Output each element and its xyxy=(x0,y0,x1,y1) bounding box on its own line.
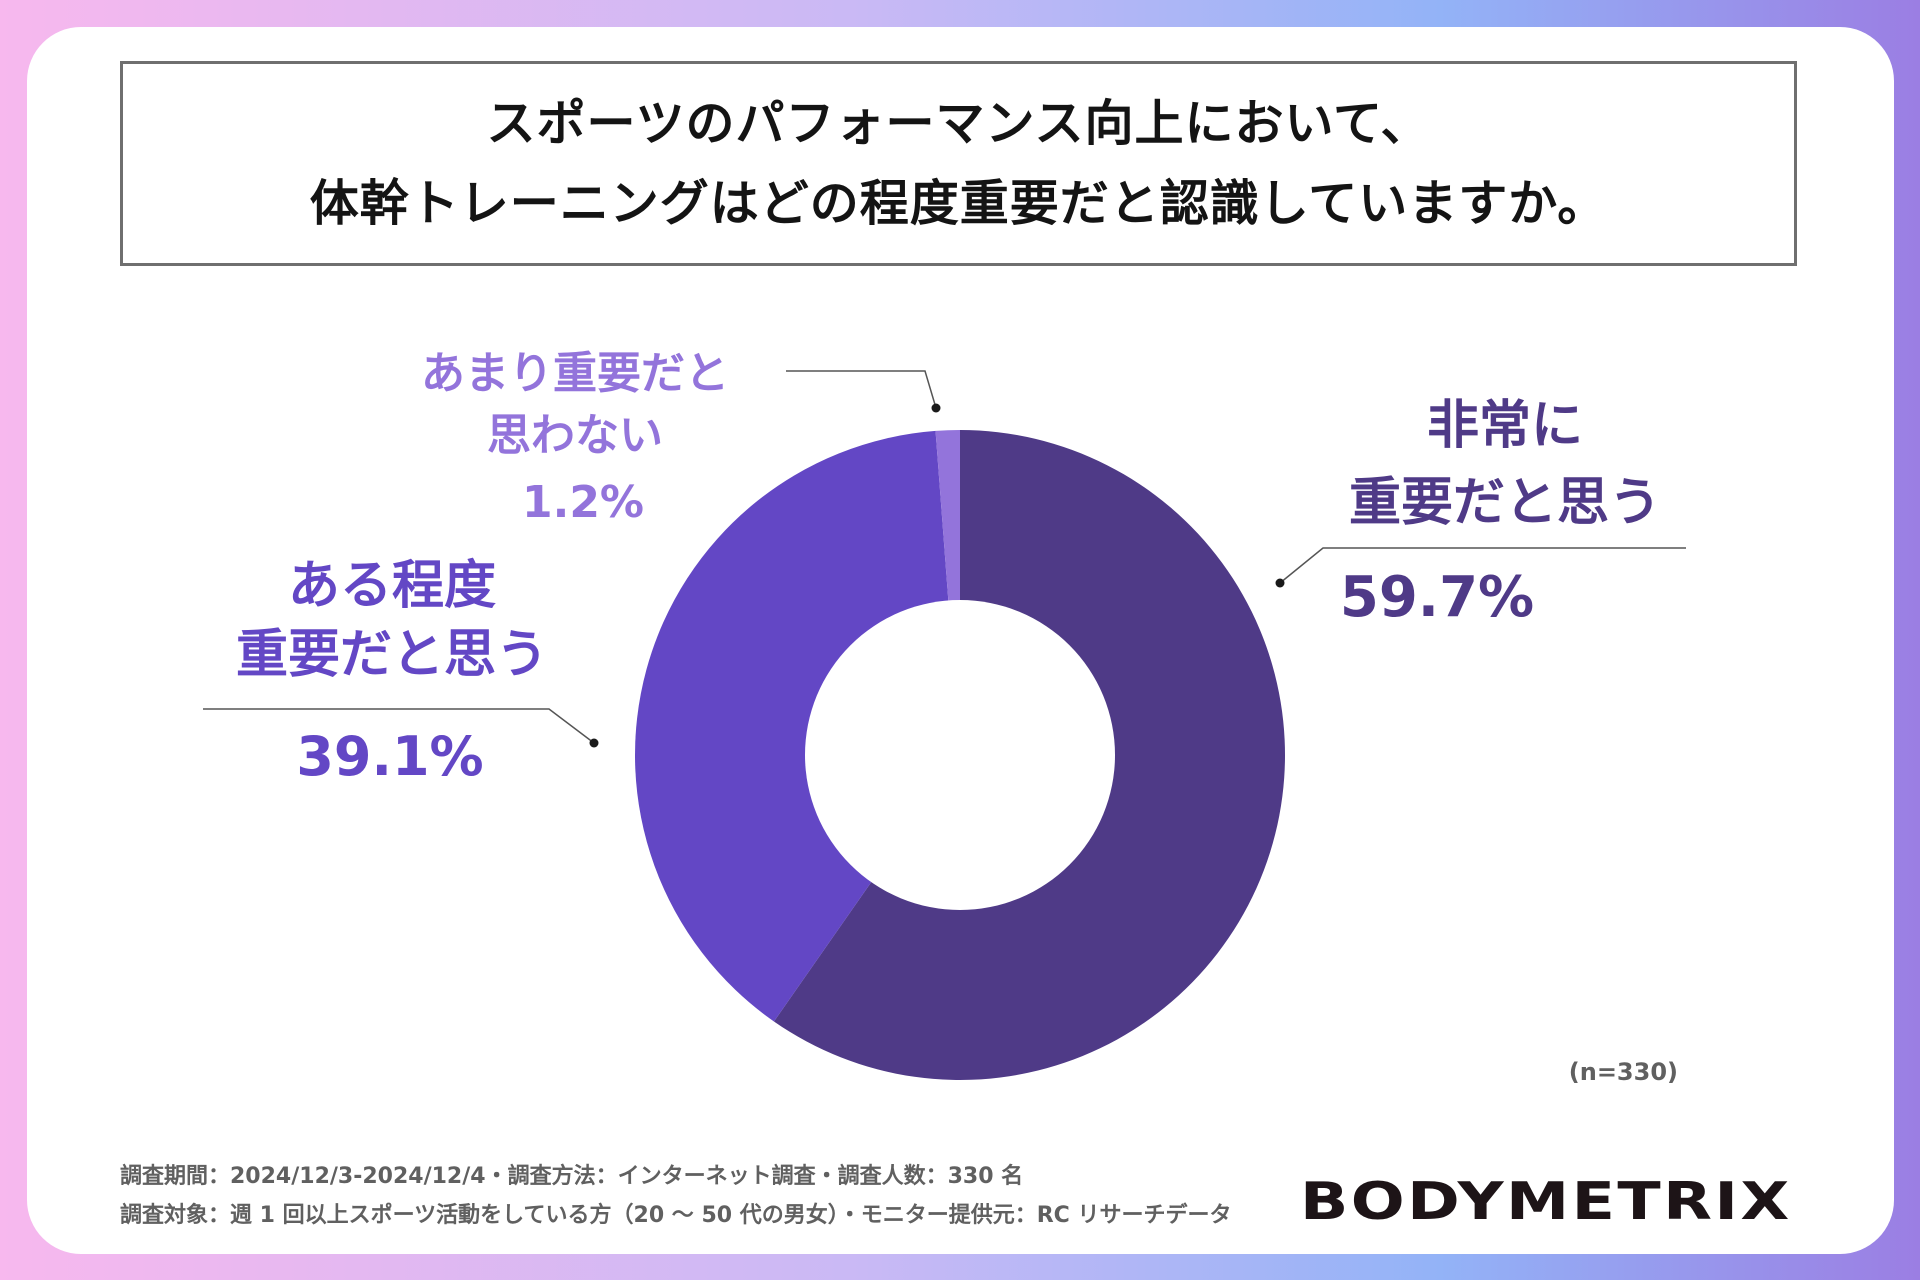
value-somewhat: 39.1% xyxy=(296,725,483,788)
value-very: 59.7% xyxy=(1340,565,1534,630)
value-slight: 1.2% xyxy=(522,477,644,528)
leader-line-very xyxy=(1279,547,1686,584)
leader-dot-very xyxy=(1275,578,1285,588)
leader-dot-slight xyxy=(931,403,941,413)
label-very-line1: 非常に xyxy=(1427,396,1583,456)
leader-line-somewhat xyxy=(203,708,595,744)
footer-survey-period: 調査期間：2024/12/3-2024/12/4・調査方法：インターネット調査・… xyxy=(120,1164,1024,1189)
label-slight-line1: あまり重要だと xyxy=(421,348,729,399)
label-somewhat-line2: 重要だと思う xyxy=(236,625,548,685)
title-line-1: スポーツのパフォーマンス向上において、 xyxy=(486,94,1431,152)
donut-hole xyxy=(805,600,1115,910)
title-line-2: 体幹トレーニングはどの程度重要だと認識していますか。 xyxy=(309,174,1608,232)
label-very-line2: 重要だと思う xyxy=(1349,473,1661,533)
sample-size: (n=330) xyxy=(1569,1058,1678,1086)
title-box: スポーツのパフォーマンス向上において、 体幹トレーニングはどの程度重要だと認識し… xyxy=(120,61,1797,266)
leader-line-slight xyxy=(786,370,937,409)
footer-survey-target: 調査対象：週 1 回以上スポーツ活動をしている方（20 ～ 50 代の男女）・モ… xyxy=(120,1203,1232,1228)
brand-logo: BODYMETRIX xyxy=(1300,1172,1792,1232)
label-slight-line2: 思わない xyxy=(487,410,663,461)
label-somewhat-line1: ある程度 xyxy=(288,556,496,616)
leader-dot-somewhat xyxy=(589,738,599,748)
slice-somewhat-important xyxy=(635,430,960,1022)
